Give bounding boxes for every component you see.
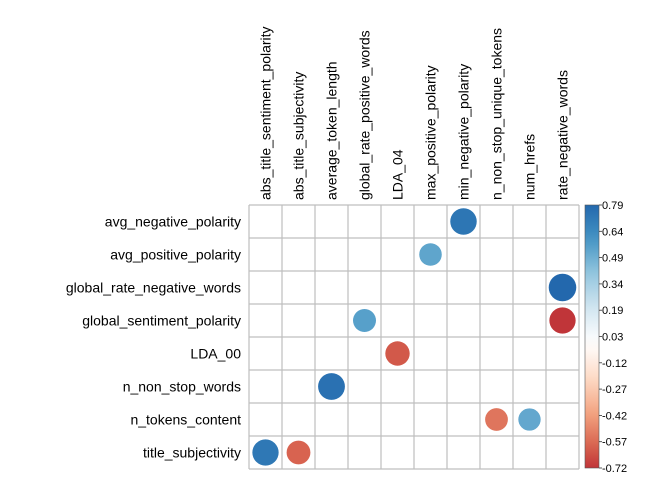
correlation-circles <box>252 208 577 466</box>
row-labels: avg_negative_polarity avg_positive_polari… <box>66 214 241 461</box>
column-label: average_token_length <box>324 61 340 200</box>
colorbar-tick-label: -0.57 <box>602 437 627 449</box>
correlation-circle <box>419 243 442 266</box>
correlation-circle <box>353 309 376 332</box>
column-label: rate_negative_words <box>555 70 571 200</box>
column-label: LDA_04 <box>390 149 406 200</box>
row-label: global_sentiment_polarity <box>82 313 241 329</box>
correlation-circle <box>252 439 279 466</box>
colorbar-tick-label: -0.12 <box>602 358 627 370</box>
correlation-circle <box>548 273 577 302</box>
colorbar-tick-label: 0.19 <box>602 305 623 317</box>
colorbar-tick-label: -0.42 <box>602 410 627 422</box>
row-label: avg_positive_polarity <box>110 247 241 263</box>
column-label: abs_title_sentiment_polarity <box>258 26 274 200</box>
row-label: avg_negative_polarity <box>105 214 241 230</box>
column-label: max_positive_polarity <box>423 65 439 200</box>
colorbar-tick-label: -0.27 <box>602 384 627 396</box>
column-label: min_negative_polarity <box>456 64 472 200</box>
colorbar-tick-label: 0.34 <box>602 279 623 291</box>
colorbar-tick-label: 0.79 <box>602 200 623 212</box>
grid <box>248 204 580 470</box>
column-label: num_hrefs <box>522 134 538 200</box>
row-label: title_subjectivity <box>143 445 241 461</box>
correlation-circle <box>286 440 311 465</box>
correlation-circle <box>318 373 345 400</box>
correlation-circle <box>450 208 477 235</box>
column-label: global_rate_positive_words <box>357 30 373 200</box>
row-label: n_tokens_content <box>130 412 241 428</box>
column-label: abs_title_subjectivity <box>291 72 307 200</box>
colorbar-tick-label: 0.64 <box>602 226 623 238</box>
correlation-circle <box>385 341 410 366</box>
colorbar-gradient <box>584 204 600 469</box>
row-label: global_rate_negative_words <box>66 280 241 296</box>
colorbar-tick-label: -0.72 <box>602 463 627 475</box>
column-labels: abs_title_sentiment_polarity abs_title_su… <box>258 26 571 200</box>
colorbar: 0.79 0.64 0.49 0.34 0.19 0.03 -0.12 -0.27 -0.42 -… <box>584 200 627 475</box>
row-label: LDA_00 <box>190 346 241 362</box>
colorbar-tick-label: 0.49 <box>602 253 623 265</box>
column-label: n_non_stop_unique_tokens <box>489 28 505 200</box>
colorbar-tick-label: 0.03 <box>602 332 623 344</box>
correlation-circle <box>549 307 576 334</box>
correlation-circle <box>518 408 541 431</box>
row-label: n_non_stop_words <box>123 379 241 395</box>
correlation-circle <box>485 408 508 431</box>
